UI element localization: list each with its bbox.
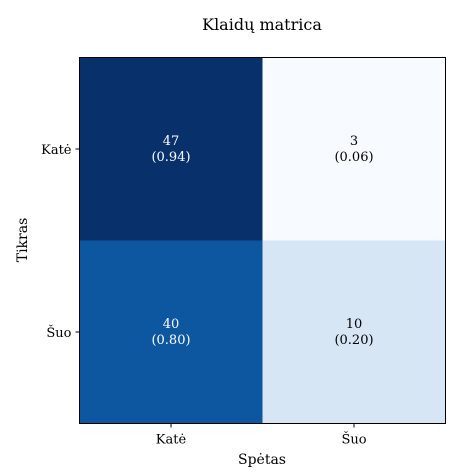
y-axis-label: Tikras xyxy=(15,218,31,263)
heatmap-cell-1-1 xyxy=(262,240,446,424)
heatmap-cell-0-1 xyxy=(262,57,446,241)
cell-count-label-1-1: 10 xyxy=(346,317,363,332)
x-tick-label: Šuo xyxy=(341,431,366,448)
heatmap-cell-0-0 xyxy=(79,57,263,241)
cell-ratio-label-1-1: (0.20) xyxy=(334,333,373,348)
x-axis-label: Spėtas xyxy=(238,452,286,468)
cell-ratio-label-1-0: (0.80) xyxy=(151,333,190,348)
y-axis-ticks: Katė Šuo xyxy=(41,143,80,341)
chart-title: Klaidų matrica xyxy=(202,15,322,34)
cell-count-label-0-0: 47 xyxy=(163,134,180,149)
heatmap-cell-1-0 xyxy=(79,240,263,424)
cell-count-label-1-0: 40 xyxy=(163,317,180,332)
cell-ratio-label-0-1: (0.06) xyxy=(334,150,373,165)
x-axis-ticks: Katė Šuo xyxy=(156,423,367,448)
x-tick-label: Katė xyxy=(156,433,187,448)
cell-count-label-0-1: 3 xyxy=(350,134,358,149)
y-tick-label: Šuo xyxy=(46,324,71,341)
y-tick-label: Katė xyxy=(41,143,72,158)
plot-frame xyxy=(79,57,446,424)
cell-ratio-label-0-0: (0.94) xyxy=(151,150,190,165)
heatmap-cells: 47(0.94) 3(0.06) 40(0.80) 10(0.20) xyxy=(79,57,446,424)
